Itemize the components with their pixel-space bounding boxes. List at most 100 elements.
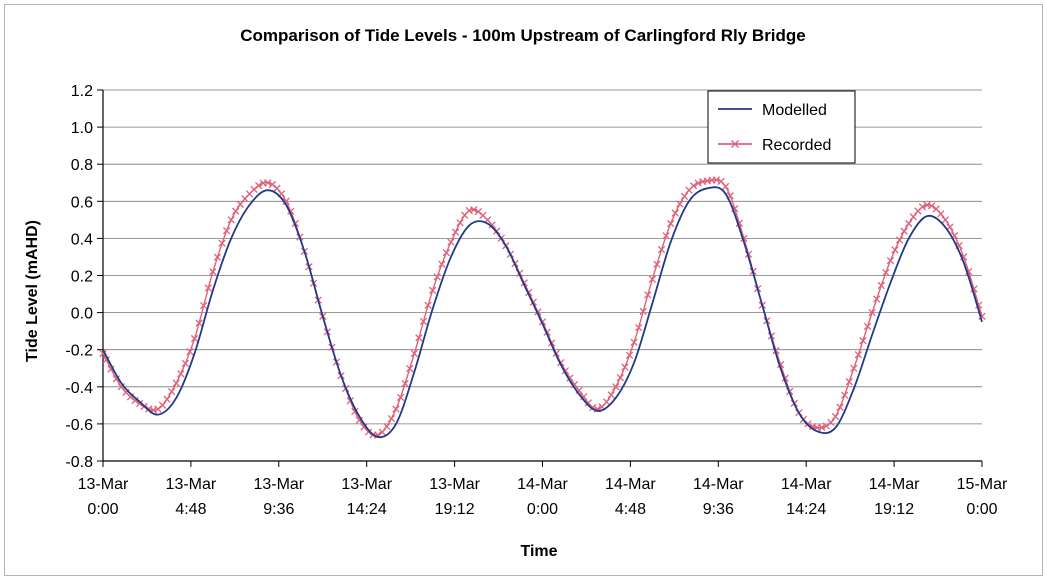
data-point-marker	[657, 245, 666, 254]
data-point-marker	[488, 221, 496, 229]
data-point-marker	[639, 307, 647, 316]
x-tick-label-time: 4:48	[175, 501, 206, 518]
x-tick-label-time: 19:12	[874, 501, 914, 518]
data-point-marker	[831, 412, 840, 421]
x-tick-label-time: 0:00	[966, 501, 997, 518]
data-point-marker	[227, 216, 235, 224]
y-tick-label: 1.2	[71, 83, 93, 100]
data-point-marker	[268, 180, 277, 189]
y-tick-label: -0.2	[65, 343, 93, 360]
data-point-marker	[868, 308, 876, 317]
data-point-marker	[204, 284, 212, 292]
data-point-marker	[406, 364, 414, 373]
x-tick-label-time: 9:36	[263, 501, 294, 518]
data-point-marker	[236, 200, 245, 208]
data-point-marker	[172, 379, 180, 387]
data-point-marker	[927, 202, 936, 210]
data-point-marker	[200, 301, 208, 310]
data-point-marker	[712, 176, 721, 184]
x-axis-label: Time	[520, 543, 557, 560]
legend-label-recorded: Recorded	[762, 137, 831, 154]
y-tick-label: -0.6	[65, 417, 93, 434]
data-point-marker	[438, 260, 446, 268]
data-point-marker	[905, 219, 913, 228]
data-point-marker	[570, 380, 579, 389]
data-point-marker	[653, 260, 661, 268]
data-point-marker	[909, 213, 917, 221]
data-point-marker	[891, 246, 899, 254]
y-tick-label: 1.0	[71, 120, 93, 137]
gridlines	[97, 89, 982, 462]
data-point-marker	[112, 375, 120, 383]
data-point-marker	[195, 319, 203, 327]
data-point-marker	[264, 179, 272, 187]
data-point-marker	[424, 301, 432, 309]
series-recorded	[99, 176, 986, 439]
data-point-marker	[873, 295, 881, 303]
y-tick-label: -0.8	[65, 454, 93, 471]
legend-box	[707, 90, 856, 164]
data-point-marker	[644, 291, 652, 299]
data-point-marker	[254, 181, 263, 190]
data-point-marker	[383, 422, 391, 431]
data-point-marker	[419, 317, 428, 326]
data-point-marker	[671, 209, 679, 217]
data-point-marker	[456, 219, 464, 227]
data-point-marker	[355, 416, 364, 424]
data-point-marker	[836, 403, 844, 411]
data-point-marker	[177, 370, 185, 378]
data-point-marker	[442, 248, 451, 257]
data-point-marker	[401, 379, 409, 388]
data-point-marker	[607, 391, 615, 399]
data-point-marker	[877, 281, 885, 290]
data-point-marker	[218, 239, 226, 247]
data-point-marker	[387, 414, 396, 423]
data-point-marker	[854, 351, 863, 359]
data-point-marker	[612, 383, 620, 391]
data-point-marker	[209, 268, 217, 276]
data-point-marker	[676, 200, 684, 208]
x-tick-label-date: 14-Mar	[693, 476, 744, 493]
y-tick-label: 0.2	[71, 269, 93, 286]
data-point-marker	[863, 322, 872, 331]
x-tick-label-date: 14-Mar	[517, 476, 568, 493]
data-point-marker	[616, 374, 624, 382]
data-point-marker	[213, 253, 222, 261]
data-point-marker	[818, 423, 826, 432]
data-point-marker	[580, 393, 588, 401]
data-point-marker	[621, 363, 629, 371]
data-point-marker	[941, 216, 950, 224]
data-point-marker	[827, 418, 835, 427]
data-point-marker	[158, 401, 167, 409]
data-point-marker	[900, 227, 908, 235]
data-point-marker	[190, 334, 199, 343]
data-point-marker	[396, 393, 405, 402]
data-point-marker	[850, 364, 858, 372]
data-point-marker	[625, 351, 634, 359]
y-tick-label: -0.4	[65, 380, 93, 397]
data-point-marker	[918, 203, 927, 211]
data-point-marker	[415, 334, 423, 342]
data-point-marker	[168, 387, 176, 396]
data-point-marker	[667, 219, 675, 228]
data-point-marker	[135, 399, 144, 408]
data-point-marker	[186, 348, 194, 356]
chart-frame: Comparison of Tide Levels - 100m Upstrea…	[4, 4, 1043, 576]
x-tick-label-time: 0:00	[527, 501, 558, 518]
data-point-marker	[470, 205, 478, 214]
data-point-marker	[378, 428, 386, 436]
y-tick-label: 0.6	[71, 194, 93, 211]
x-tick-label-date: 14-Mar	[869, 476, 920, 493]
tide-level-chart: Comparison of Tide Levels - 100m Upstrea…	[24, 26, 1008, 560]
data-point-marker	[131, 396, 139, 405]
data-point-marker	[273, 184, 281, 192]
x-tick-label-date: 13-Mar	[78, 476, 129, 493]
x-tick-label-time: 14:24	[347, 501, 387, 518]
x-tick-label-date: 15-Mar	[957, 476, 1008, 493]
data-point-marker	[602, 398, 611, 406]
data-point-marker	[694, 179, 702, 187]
data-point-marker	[181, 359, 190, 368]
data-point-marker	[451, 228, 460, 236]
legend-marker	[731, 140, 739, 148]
data-point-marker	[428, 286, 437, 294]
